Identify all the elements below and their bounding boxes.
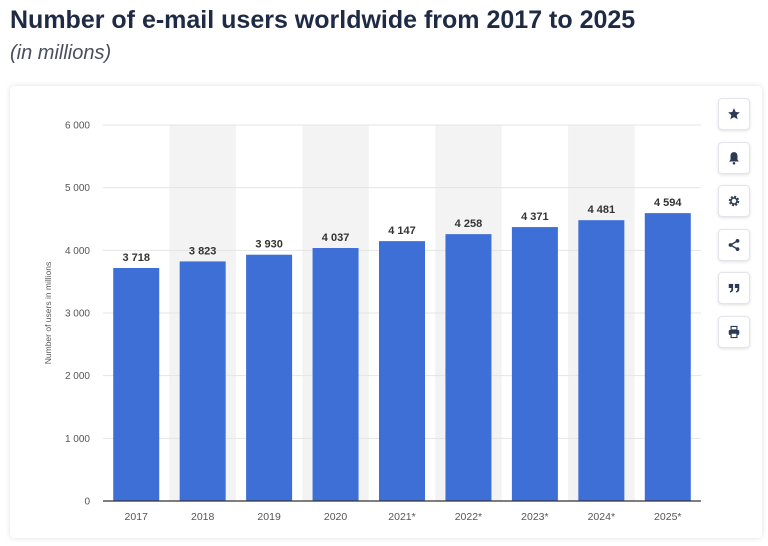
bar-value-label: 3 718 bbox=[122, 252, 150, 264]
y-tick-label: 5 000 bbox=[65, 183, 90, 194]
bell-icon bbox=[729, 151, 739, 165]
bar bbox=[179, 261, 226, 501]
x-tick-label: 2021* bbox=[388, 511, 415, 523]
x-tick-label: 2022* bbox=[455, 511, 482, 523]
y-tick-label: 6 000 bbox=[65, 121, 90, 132]
gear-icon bbox=[728, 195, 740, 207]
x-tick-label: 2024* bbox=[588, 511, 615, 523]
share-button[interactable] bbox=[718, 228, 750, 261]
bar bbox=[246, 254, 293, 501]
bar-value-label: 4 258 bbox=[455, 218, 483, 230]
print-button[interactable] bbox=[718, 315, 750, 348]
y-tick-label: 4 000 bbox=[65, 246, 90, 257]
bar-value-label: 4 147 bbox=[388, 225, 416, 237]
bar bbox=[312, 248, 359, 501]
notification-button[interactable] bbox=[718, 141, 750, 174]
x-tick-label: 2017 bbox=[125, 511, 149, 523]
bar bbox=[113, 268, 160, 501]
y-tick-label: 1 000 bbox=[65, 434, 90, 445]
share-icon bbox=[728, 238, 740, 251]
x-tick-label: 2020 bbox=[324, 511, 348, 523]
bar-value-label: 4 594 bbox=[654, 197, 682, 209]
bar-value-label: 4 037 bbox=[322, 232, 350, 244]
chart-toolbar bbox=[718, 98, 750, 359]
bar bbox=[379, 241, 425, 501]
bar bbox=[511, 227, 558, 502]
bar-value-label: 3 930 bbox=[255, 239, 283, 251]
x-tick-label: 2018 bbox=[191, 511, 215, 523]
star-icon bbox=[728, 108, 740, 120]
bar-value-label: 4 371 bbox=[521, 211, 549, 223]
y-tick-label: 0 bbox=[84, 497, 90, 508]
y-tick-label: 2 000 bbox=[65, 371, 90, 382]
x-tick-label: 2023* bbox=[521, 511, 548, 523]
chart-title: Number of e-mail users worldwide from 20… bbox=[10, 6, 636, 34]
settings-button[interactable] bbox=[718, 185, 750, 217]
x-tick-label: 2025* bbox=[654, 511, 681, 523]
y-axis-title: Number of users in millions bbox=[43, 262, 53, 365]
print-icon bbox=[728, 325, 740, 338]
y-tick-label: 3 000 bbox=[65, 309, 90, 320]
bar bbox=[578, 220, 625, 501]
x-tick-label: 2019 bbox=[257, 511, 281, 523]
bar bbox=[445, 234, 492, 501]
favorite-button[interactable] bbox=[718, 98, 750, 130]
bar-value-label: 3 823 bbox=[189, 245, 217, 257]
bar-value-label: 4 481 bbox=[588, 204, 616, 216]
bar bbox=[644, 213, 691, 502]
quote-icon bbox=[728, 283, 740, 293]
cite-button[interactable] bbox=[718, 272, 750, 304]
chart-subtitle: (in millions) bbox=[10, 42, 112, 64]
